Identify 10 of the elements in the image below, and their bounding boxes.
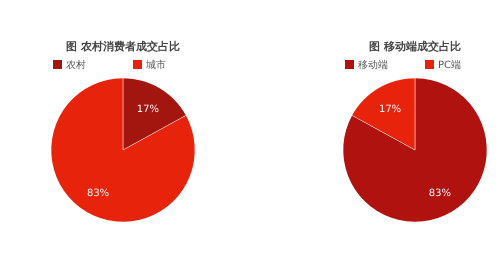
data-label: 17% bbox=[378, 104, 402, 115]
legend-label: PC端 bbox=[438, 59, 462, 71]
data-label: 17% bbox=[136, 104, 160, 115]
chart-title: 图 移动端成交占比 bbox=[369, 40, 461, 53]
data-label: 83% bbox=[86, 188, 110, 200]
data-label: 83% bbox=[428, 188, 452, 200]
chart-title: 图 农村消费者成交占比 bbox=[66, 40, 180, 53]
legend-label: 农村 bbox=[66, 59, 86, 71]
legend-label: 移动端 bbox=[358, 59, 388, 71]
legend-label: 城市 bbox=[145, 59, 166, 71]
